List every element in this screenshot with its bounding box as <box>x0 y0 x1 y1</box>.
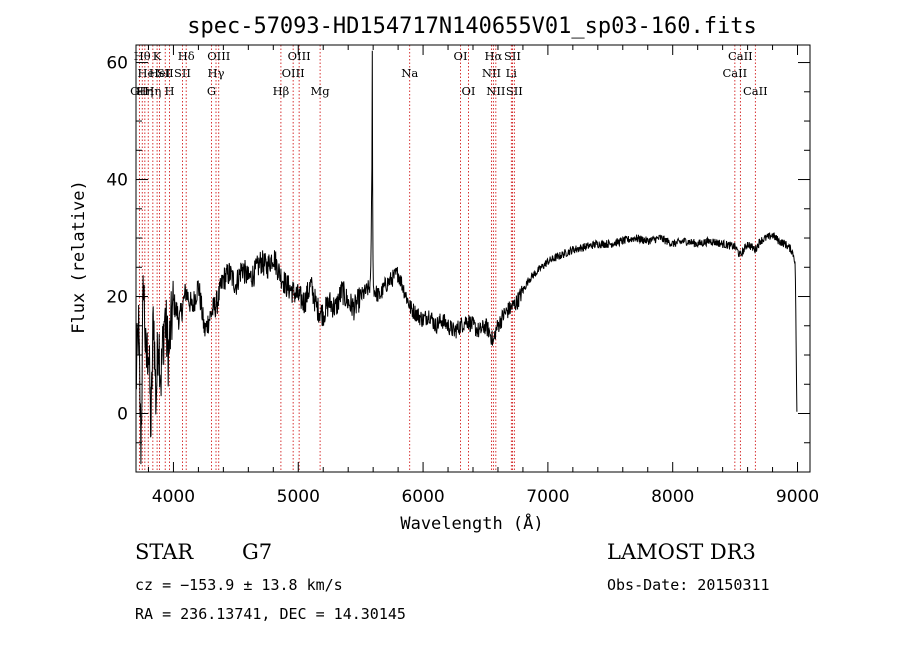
x-tick-label: 7000 <box>526 487 569 507</box>
x-tick-label: 4000 <box>152 487 195 507</box>
marker-label: Mg <box>311 84 331 98</box>
observation-date: Obs-Date: 20150311 <box>607 576 770 594</box>
marker-label: Hη <box>144 84 161 98</box>
redshift-readout: cz = −153.9 ± 13.8 km/s <box>135 576 343 594</box>
y-tick-label: 40 <box>106 171 128 191</box>
y-tick-labels: 0 20 40 60 <box>106 54 128 425</box>
marker-label: H <box>165 84 175 98</box>
emission-line-markers <box>138 45 756 472</box>
marker-label: HeI <box>149 66 170 80</box>
marker-label: G <box>207 84 216 98</box>
marker-label: SII <box>506 84 523 98</box>
spectrum-series-line <box>135 50 798 465</box>
marker-label: SII <box>174 66 191 80</box>
plot-frame <box>135 44 811 473</box>
marker-label: Hβ <box>273 84 290 98</box>
survey-name: LAMOST DR3 <box>607 540 756 564</box>
y-axis-label: Flux (relative) <box>69 180 89 334</box>
y-tick-label: 20 <box>106 288 128 308</box>
sky-coordinates: RA = 236.13741, DEC = 14.30145 <box>135 605 406 623</box>
marker-label: NII <box>482 66 501 80</box>
marker-label: Na <box>401 66 418 80</box>
marker-label: Hθ <box>134 49 151 63</box>
emission-line-labels: OIIHθHηHeIHηKHeISIIHHδSIIGHγOIIIHβOIIIOI… <box>130 49 768 98</box>
marker-label: CaII <box>743 84 768 98</box>
object-class: STAR <box>135 540 194 564</box>
marker-label: Hδ <box>178 49 195 63</box>
object-subclass: G7 <box>242 540 272 564</box>
x-tick-label: 9000 <box>776 487 819 507</box>
marker-label: SII <box>157 66 174 80</box>
marker-label: OI <box>454 49 468 63</box>
marker-label: OIII <box>282 66 305 80</box>
marker-label: OIII <box>207 49 230 63</box>
x-tick-label: 5000 <box>277 487 320 507</box>
marker-label: K <box>153 49 162 63</box>
marker-label: Hγ <box>208 66 225 80</box>
marker-label: CaII <box>722 66 747 80</box>
axis-ticks <box>136 45 810 472</box>
x-tick-label: 6000 <box>401 487 444 507</box>
x-tick-labels: 4000 5000 6000 7000 8000 9000 <box>152 487 819 507</box>
marker-label: Li <box>506 66 518 80</box>
marker-label: Hη <box>136 84 153 98</box>
x-tick-label: 8000 <box>651 487 694 507</box>
marker-label: OII <box>130 84 149 98</box>
y-tick-label: 60 <box>106 54 128 74</box>
chart-title: spec-57093-HD154717N140655V01_sp03-160.f… <box>187 14 757 39</box>
marker-label: CaII <box>728 49 753 63</box>
x-axis-label: Wavelength (Å) <box>400 512 543 534</box>
y-tick-label: 0 <box>117 405 128 425</box>
marker-label: OIII <box>288 49 311 63</box>
marker-label: OI <box>462 84 476 98</box>
marker-label: HeI <box>138 66 159 80</box>
marker-label: Hα <box>484 49 502 63</box>
marker-label: SII <box>504 49 521 63</box>
marker-label: NII <box>486 84 505 98</box>
